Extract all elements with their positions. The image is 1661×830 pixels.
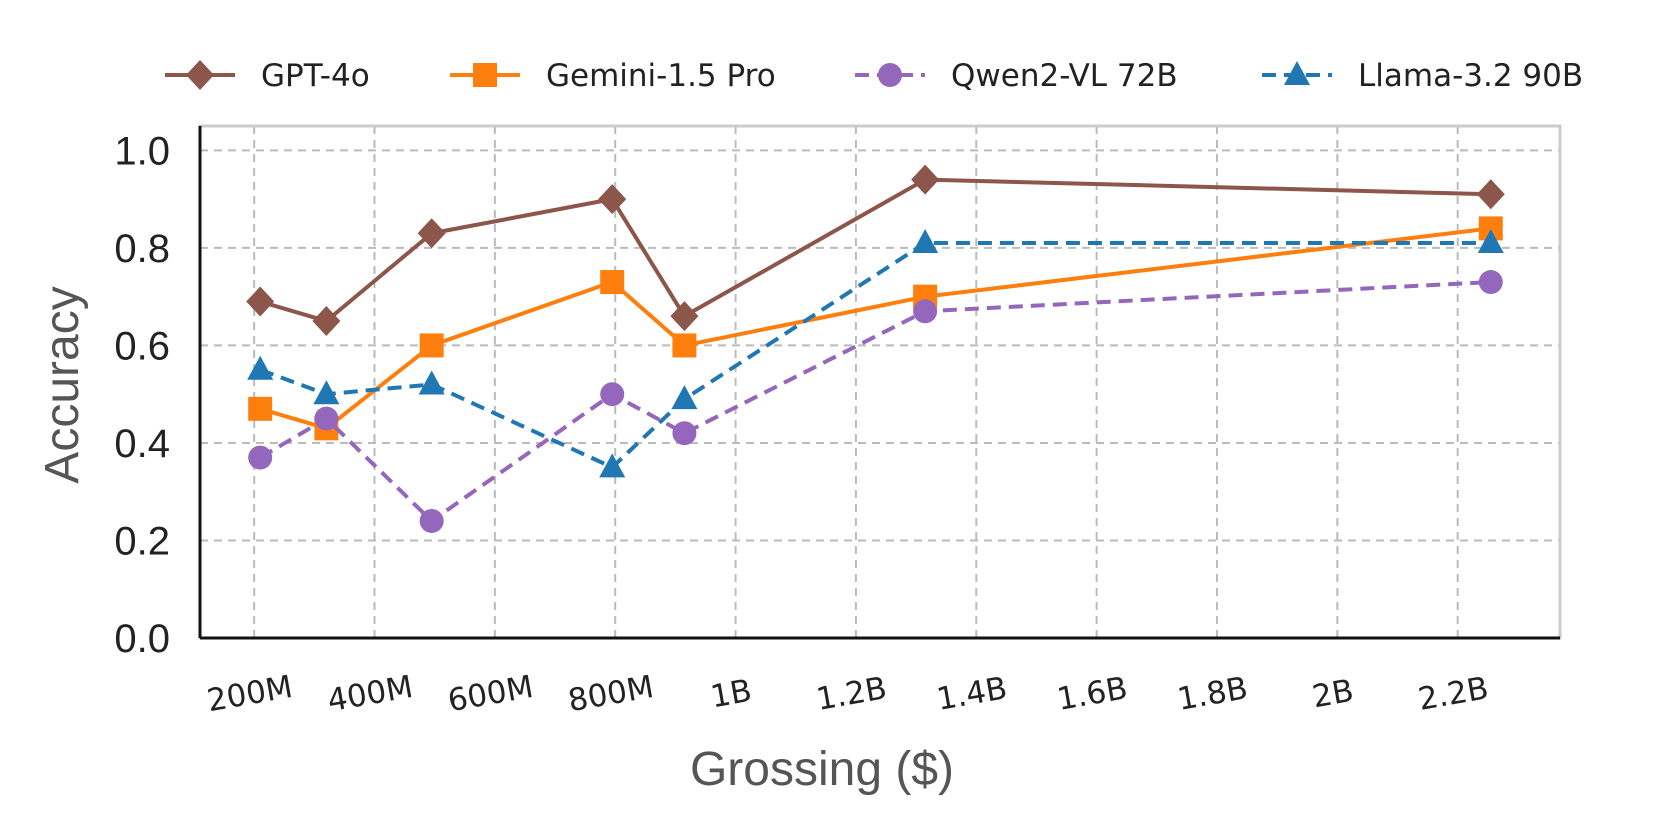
data-point: [247, 355, 274, 380]
data-point: [248, 445, 273, 470]
data-point: [912, 229, 939, 254]
y-axis-label: Accuracy: [36, 286, 89, 483]
legend-entry: Gemini-1.5 Pro: [450, 58, 776, 94]
data-point: [246, 286, 275, 317]
x-tick-label: 1.4B: [934, 670, 1010, 718]
legend-marker: [186, 60, 214, 90]
data-point: [1476, 179, 1505, 210]
y-tick-label: 0.0: [114, 617, 170, 661]
legend-marker: [878, 63, 902, 87]
x-tick-label: 600M: [445, 669, 536, 719]
x-tick-label: 1.2B: [814, 670, 890, 718]
data-point: [672, 421, 697, 446]
grid-lines: [200, 126, 1560, 638]
data-point: [600, 382, 625, 407]
data-point: [314, 406, 339, 431]
x-tick-label: 2.2B: [1415, 670, 1491, 718]
data-point: [1478, 270, 1503, 295]
data-point: [672, 333, 697, 358]
y-tick-label: 0.2: [114, 519, 170, 563]
x-tick-label: 1.8B: [1175, 670, 1251, 718]
legend: GPT-4o Gemini-1.5 Pro Qwen2-VL 72B Llama-3.…: [165, 58, 1583, 94]
series-gemini-1-5-pro: [248, 216, 1503, 441]
data-point: [248, 396, 273, 421]
data-point: [911, 164, 940, 195]
data-point: [913, 299, 938, 324]
series-llama-3-2-90b: [247, 229, 1504, 478]
legend-entry: Qwen2-VL 72B: [855, 58, 1178, 94]
series-line: [259, 226, 1492, 431]
y-tick-label: 1.0: [114, 129, 170, 173]
x-tick-label: 2B: [1310, 673, 1357, 716]
x-tick-label: 400M: [325, 669, 416, 719]
data-point: [417, 218, 446, 249]
x-axis-label: Grossing ($): [690, 743, 954, 796]
data-point: [599, 453, 626, 478]
legend-marker: [1284, 61, 1310, 85]
y-tick-label: 0.8: [114, 227, 170, 271]
legend-entry: Llama-3.2 90B: [1262, 58, 1583, 94]
legend-label: Qwen2-VL 72B: [951, 58, 1178, 94]
series-layer: [246, 164, 1505, 533]
data-point: [671, 385, 698, 410]
data-point: [1477, 229, 1504, 254]
legend-label: GPT-4o: [261, 58, 370, 94]
plot-frame: [198, 124, 1562, 640]
data-point: [418, 370, 445, 395]
legend-label: Gemini-1.5 Pro: [546, 58, 776, 94]
series-qwen2-vl-72b: [248, 270, 1503, 533]
y-tick-label: 0.6: [114, 324, 170, 368]
series-line: [259, 241, 1491, 470]
legend-marker: [473, 63, 497, 87]
legend-entry: GPT-4o: [165, 58, 370, 94]
data-point: [313, 380, 340, 405]
data-point: [598, 184, 627, 215]
y-tick-label: 0.4: [114, 422, 170, 466]
data-point: [419, 333, 444, 358]
legend-label: Llama-3.2 90B: [1358, 58, 1583, 94]
x-tick-label: 1.6B: [1054, 670, 1130, 718]
x-tick-label: 1B: [708, 673, 755, 716]
series-gpt-4o: [246, 164, 1505, 337]
series-line: [259, 280, 1491, 523]
x-tick-label: 800M: [565, 669, 656, 719]
tick-labels: 200M 400M 600M 800M 1B 1.2B 1.4B 1.6B 1.8B 2B 2.2B…: [114, 129, 1491, 719]
axes: [198, 124, 1562, 640]
x-tick-label: 200M: [204, 669, 295, 719]
data-point: [312, 306, 341, 337]
data-point: [600, 270, 625, 295]
data-point: [670, 301, 699, 332]
data-point: [419, 508, 444, 533]
